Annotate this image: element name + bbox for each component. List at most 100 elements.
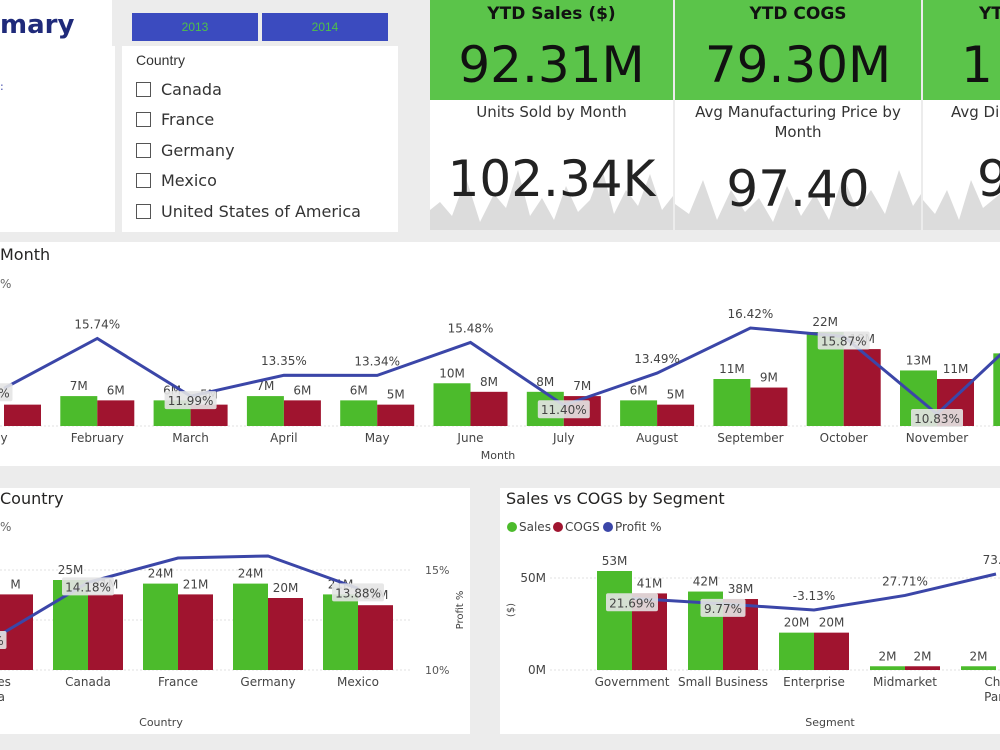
sales-label: 53M	[602, 554, 628, 568]
spark-value: 102.34K	[447, 150, 656, 208]
cogs-label: 41M	[637, 576, 663, 590]
sales-bar	[597, 571, 632, 670]
slicer-item-label: Germany	[161, 140, 235, 160]
y-axis-title: ($)	[506, 603, 517, 617]
profit-label: 13.34%	[354, 354, 400, 368]
category-label: Canada	[65, 675, 111, 689]
cogs-label: 2M	[914, 649, 932, 663]
category-label: August	[636, 431, 678, 445]
checkbox-icon[interactable]	[136, 112, 151, 128]
sales-label: 24M	[148, 567, 174, 581]
sales-bar	[433, 383, 471, 426]
chart-title: Sales vs COGS by Segment	[506, 489, 725, 508]
slicer-item-mexico[interactable]: Mexico	[136, 166, 384, 197]
left-panel: :	[0, 46, 115, 232]
legend-dot	[603, 522, 613, 532]
cogs-label: 38M	[728, 582, 754, 596]
discount-sparkline	[923, 180, 1000, 230]
sales-bar	[233, 583, 268, 670]
year-2014-button[interactable]: 2014	[262, 13, 388, 41]
category-label: September	[717, 431, 783, 445]
spark-label: Avg Di	[951, 103, 1000, 121]
kpi-label: YTD Sales ($)	[487, 4, 616, 24]
profit-label: 21.69%	[609, 596, 655, 610]
slicer-item-label: France	[161, 110, 215, 130]
cogs-label: M	[10, 577, 20, 591]
sales-bar	[779, 632, 814, 670]
chart-title: Country	[0, 489, 64, 508]
y-tick: 0M	[528, 663, 546, 677]
sales-bar	[870, 666, 905, 670]
cogs-label: 6M	[107, 383, 125, 397]
profit-line	[0, 554, 359, 637]
x-axis-title: Country	[139, 716, 183, 729]
y2-tick: 15%	[425, 564, 449, 577]
cogs-label: 9M	[760, 371, 778, 385]
kpi-value: 1	[961, 36, 993, 94]
profit-label: %	[0, 386, 10, 400]
kpi-ytd-third: YT 1	[923, 0, 1000, 100]
legend-dot	[553, 522, 563, 532]
month-chart: % y 7M 6M February 6M 5M March 7M 6M April 6M 5M May 1…	[0, 277, 1000, 462]
kpi-ytd-sales: YTD Sales ($) 92.31M	[430, 0, 673, 100]
sales-label: 10M	[439, 366, 465, 380]
slicer-item-canada[interactable]: Canada	[136, 74, 384, 105]
chart-title: Month	[0, 245, 51, 264]
cogs-bar	[750, 387, 788, 426]
legend-dot	[507, 522, 517, 532]
checkbox-icon[interactable]	[136, 81, 151, 97]
checkbox-icon[interactable]	[136, 142, 151, 158]
profit-label: 15.74%	[74, 317, 120, 331]
sales-bar	[340, 400, 378, 426]
category-label: Mexico	[337, 675, 379, 689]
sales-label: 7M	[256, 379, 274, 393]
page-title: mary	[0, 10, 75, 40]
checkbox-icon[interactable]	[136, 173, 151, 189]
slicer-title: Country	[136, 52, 186, 68]
sales-label: 20M	[784, 616, 810, 630]
slicer-item-label: United States of America	[161, 201, 361, 221]
segment-chart: Sales COGS Profit % 50M 0M ($) 53M 41M Governmen…	[506, 520, 1000, 729]
cogs-label: 6M	[293, 383, 311, 397]
profit-label: %	[0, 634, 4, 648]
kpi-ytd-cogs: YTD COGS 79.30M	[675, 0, 921, 100]
cogs-bar	[377, 404, 415, 426]
x-axis-title: Segment	[805, 716, 855, 729]
category-label: May	[365, 431, 390, 445]
y2-axis-title: Profit %	[455, 591, 466, 630]
year-2013-button[interactable]: 2013	[132, 13, 258, 41]
category-label: October	[820, 431, 868, 445]
cogs-label: 5M	[387, 388, 405, 402]
checkbox-icon[interactable]	[136, 203, 151, 219]
cogs-bar	[470, 391, 508, 426]
slicer-item-germany[interactable]: Germany	[136, 135, 384, 166]
category-label: Midmarket	[873, 675, 937, 689]
sales-label: 42M	[693, 575, 719, 589]
month-chart-card: Month % y 7M 6M February 6M 5M March 7M 6M April 6M…	[0, 242, 1000, 466]
cogs-label: 20M	[819, 616, 845, 630]
profit-label: 15.48%	[448, 321, 494, 335]
category-label: July	[552, 431, 575, 445]
profit-label: 14.18%	[65, 580, 111, 594]
kpi-value: 79.30M	[704, 36, 892, 94]
cogs-bar	[358, 605, 393, 670]
category-label: Small Business	[678, 675, 768, 689]
sales-label: 13M	[906, 353, 932, 367]
profit-label-box	[0, 631, 7, 649]
profit-label: 10.83%	[914, 412, 960, 426]
cogs-bar	[97, 400, 135, 426]
legend-label: COGS	[565, 520, 600, 534]
slicer-item-france[interactable]: France	[136, 105, 384, 136]
cogs-bar	[657, 404, 695, 426]
sales-label: 17M	[999, 336, 1000, 350]
sales-bar	[143, 583, 178, 670]
cogs-label: 7M	[573, 379, 591, 393]
category-label: France	[158, 675, 198, 689]
y-tick: 50M	[520, 571, 546, 585]
cogs-label: 20M	[273, 581, 299, 595]
cogs-bar	[4, 404, 41, 426]
profit-label: 27.71%	[882, 574, 928, 588]
sales-label: 11M	[719, 362, 745, 376]
slicer-item-usa[interactable]: United States of America	[136, 196, 384, 227]
legend-label: Profit %	[615, 520, 662, 534]
